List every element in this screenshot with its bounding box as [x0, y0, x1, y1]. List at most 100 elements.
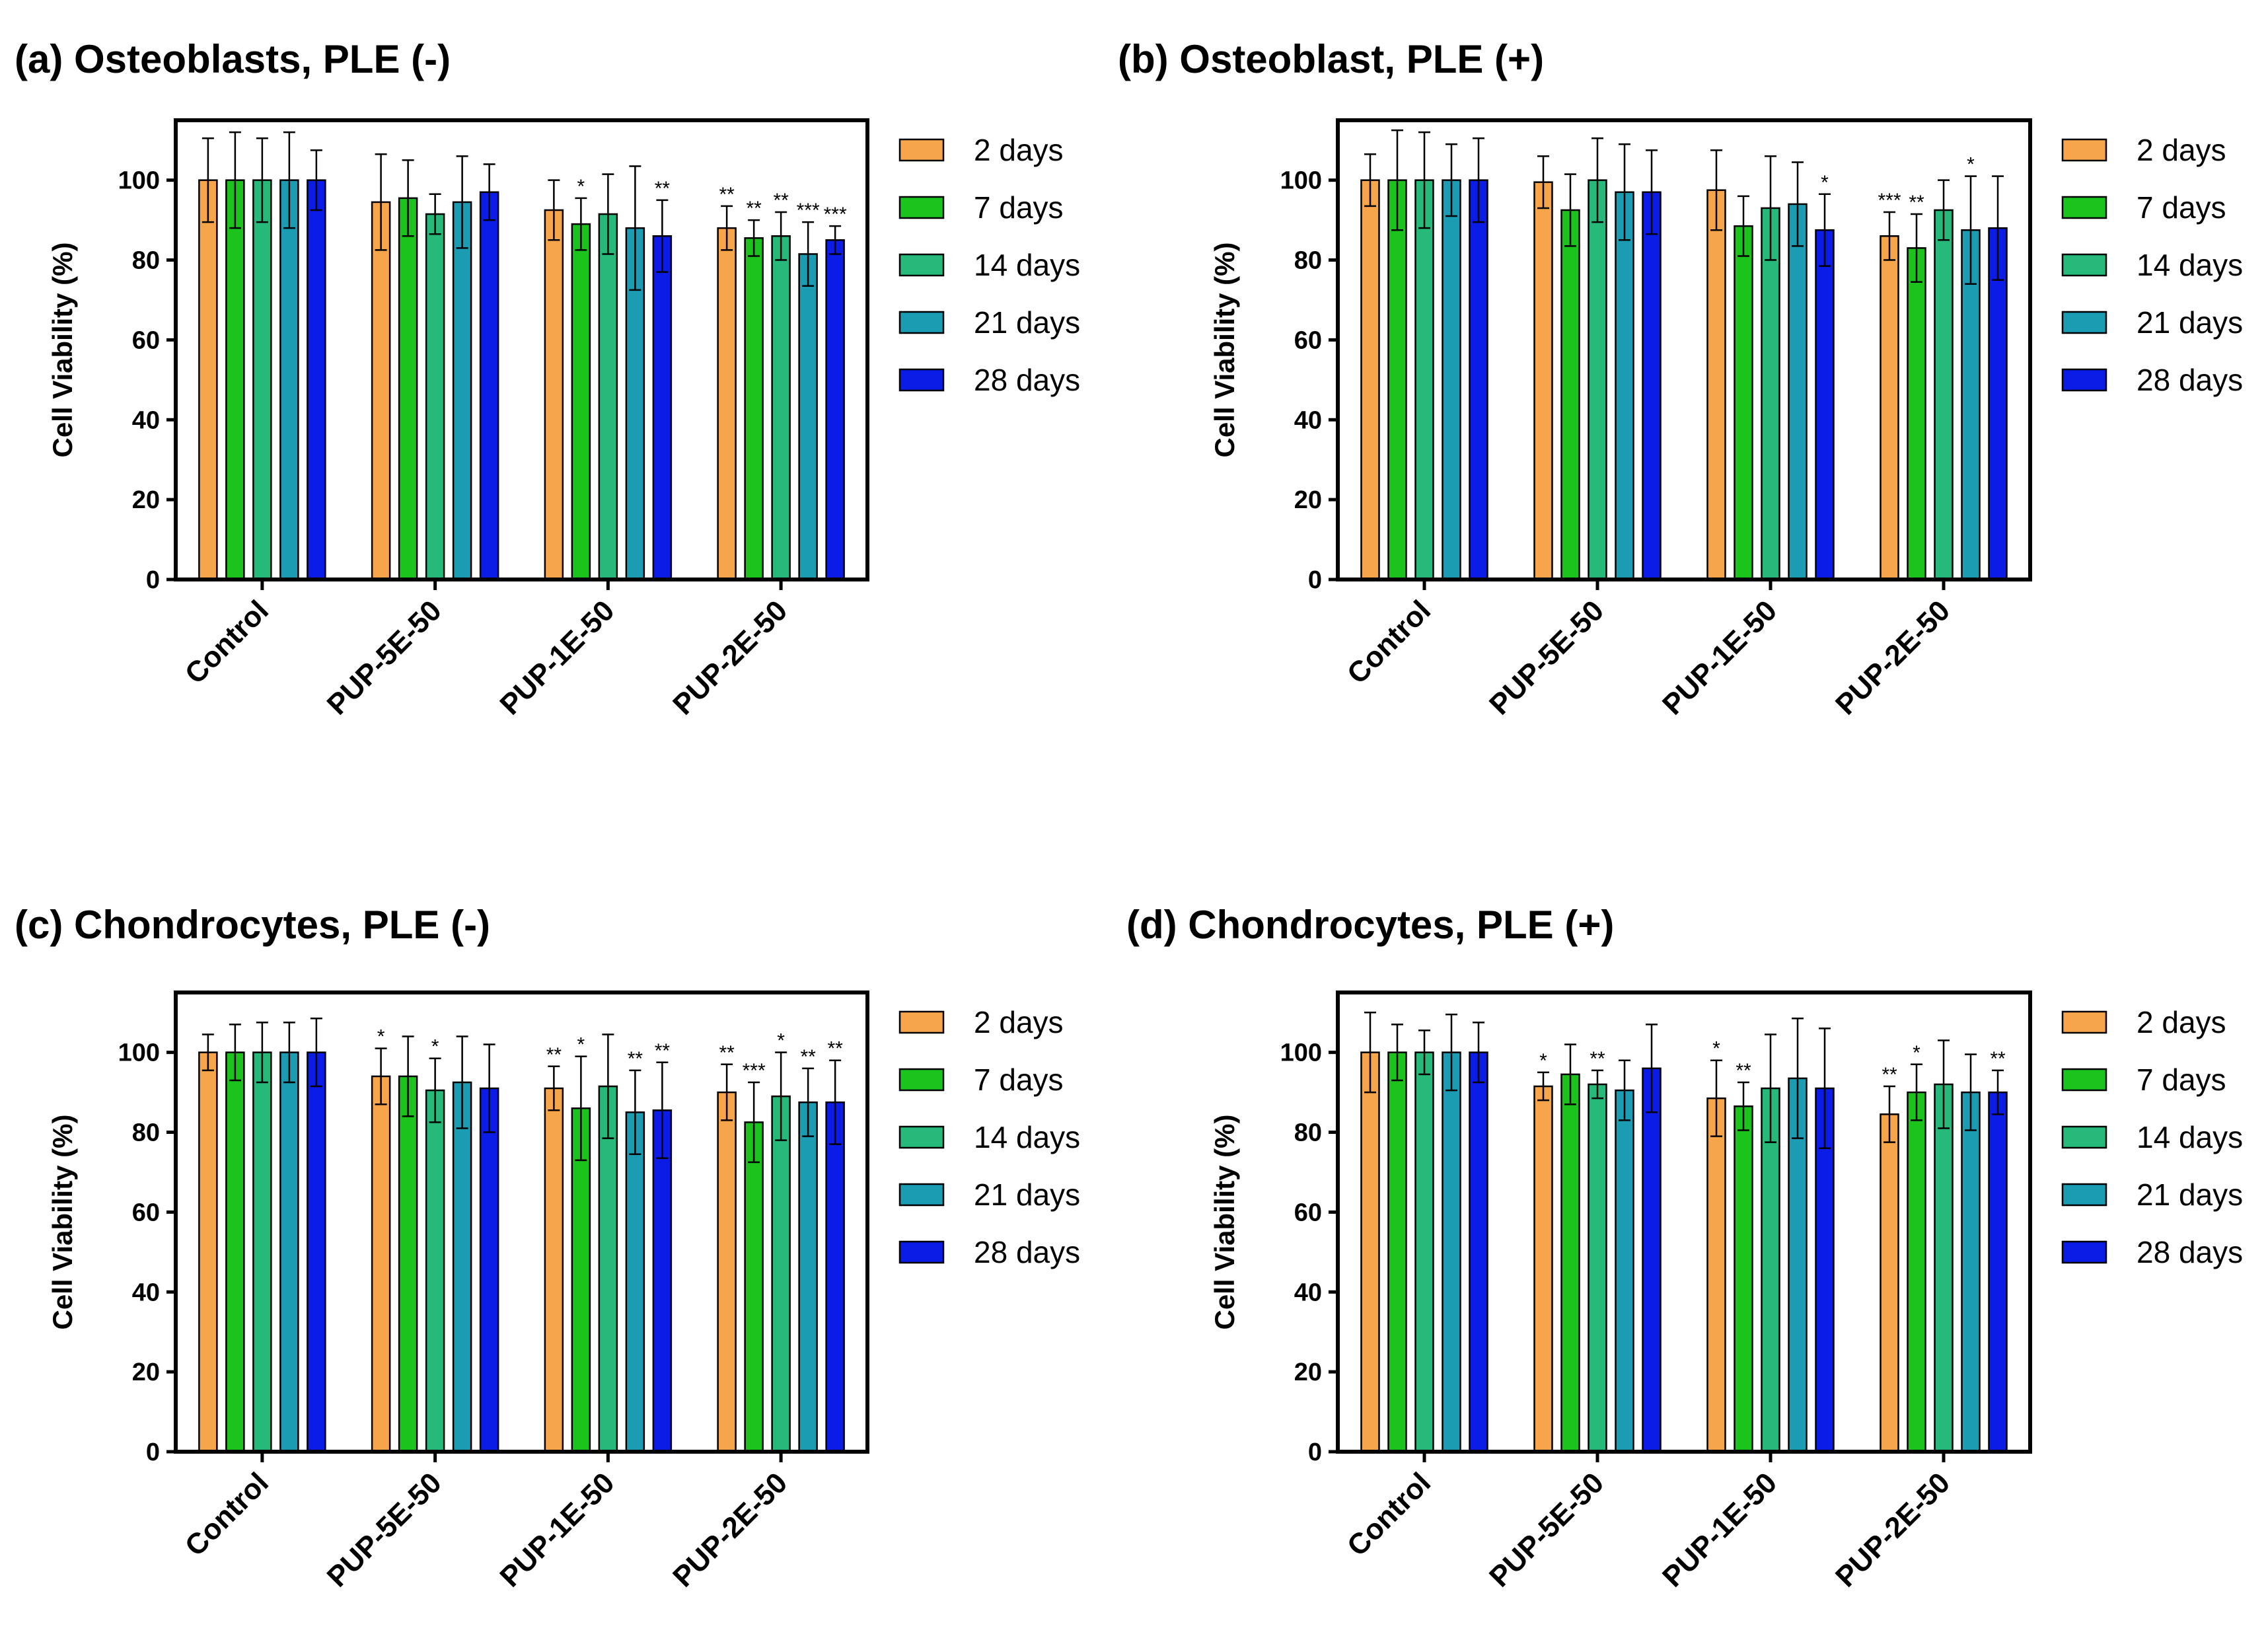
bar [1442, 1051, 1461, 1453]
y-tick-label: 100 [1280, 167, 1322, 195]
bar [652, 1109, 673, 1453]
legend-label: 14 days [2137, 1120, 2243, 1154]
legend-swatch [2061, 253, 2107, 277]
y-tick-label: 0 [1308, 566, 1322, 594]
category-label: Control [1341, 594, 1437, 690]
chart-panel-d: (d) Chondrocytes, PLE (+) Cell Viability … [1126, 903, 2243, 1593]
legend-label: 2 days [974, 133, 1064, 167]
significance-mark: ** [773, 190, 789, 211]
y-tick-label: 20 [1294, 1359, 1322, 1386]
bar [1615, 191, 1634, 581]
bar [1934, 1083, 1954, 1453]
legend-swatch [898, 1240, 945, 1264]
y-tick-label: 0 [146, 1438, 160, 1466]
legend-swatch [898, 196, 945, 219]
legend-label: 14 days [2137, 248, 2243, 282]
bar [452, 201, 472, 581]
legend-label: 21 days [2137, 305, 2243, 340]
significance-mark: ** [1990, 1048, 2006, 1070]
significance-mark: * [777, 1030, 785, 1052]
bar [1360, 179, 1380, 581]
bar [1642, 191, 1662, 581]
significance-mark: *** [743, 1060, 766, 1082]
legend-label: 14 days [974, 1120, 1080, 1154]
legend-label: 2 days [2137, 1005, 2226, 1039]
y-tick-label: 80 [132, 1119, 160, 1147]
bar [371, 1075, 391, 1453]
bar [1414, 1051, 1434, 1453]
plot-frame [174, 990, 869, 1454]
legend-swatch [2061, 1240, 2107, 1264]
y-tick-label: 60 [1294, 1199, 1322, 1226]
category-label: PUP-5E-50 [321, 594, 448, 721]
significance-mark: ** [719, 184, 735, 205]
bar [1469, 179, 1488, 581]
category-label: PUP-2E-50 [1829, 1466, 1956, 1593]
bar [1961, 229, 1981, 581]
legend-label: 7 days [974, 190, 1064, 225]
y-tick-label: 80 [1294, 1119, 1322, 1147]
bar [1533, 181, 1553, 581]
bar [1615, 1089, 1634, 1453]
legend-label: 7 days [974, 1063, 1064, 1097]
legend-swatch [2061, 368, 2107, 392]
y-axis-label: Cell Viability (%) [1209, 1115, 1240, 1330]
legend-label: 28 days [2137, 1235, 2243, 1269]
significance-mark: ** [827, 1038, 843, 1060]
y-tick-label: 100 [118, 167, 160, 195]
y-axis-label: Cell Viability (%) [47, 1115, 78, 1330]
bar [1761, 207, 1780, 581]
legend-swatch [2061, 311, 2107, 334]
y-axis-label: Cell Viability (%) [1209, 243, 1240, 458]
chart-title: (d) Chondrocytes, PLE (+) [1126, 903, 1614, 947]
legend-label: 2 days [2137, 133, 2226, 167]
bar [1414, 179, 1434, 581]
bar [307, 1051, 326, 1453]
bar [252, 1051, 272, 1453]
y-tick-label: 40 [132, 1279, 160, 1306]
significance-mark: ** [546, 1044, 562, 1066]
significance-mark: * [1539, 1050, 1547, 1072]
y-tick-label: 20 [132, 1359, 160, 1386]
bar [1588, 1083, 1607, 1453]
bar [425, 1089, 445, 1453]
legend-swatch [2061, 138, 2107, 162]
legend-label: 21 days [974, 1177, 1080, 1212]
bar [371, 201, 391, 581]
bar [1387, 179, 1407, 581]
significance-mark: ** [746, 198, 762, 219]
category-label: PUP-5E-50 [1483, 1466, 1610, 1593]
bar [771, 235, 791, 581]
legend-label: 28 days [974, 1235, 1080, 1269]
legend-label: 7 days [2137, 1063, 2226, 1097]
y-tick-label: 60 [132, 326, 160, 354]
significance-mark: ** [1882, 1064, 1897, 1086]
legend-swatch [2061, 1010, 2107, 1034]
chart-title: (c) Chondrocytes, PLE (-) [15, 903, 490, 947]
bar [1442, 179, 1461, 581]
bar [1907, 247, 1926, 581]
bar [1880, 235, 1899, 581]
legend-swatch [898, 138, 945, 162]
significance-mark: ** [719, 1042, 735, 1064]
bar [1734, 225, 1753, 581]
legend-swatch [898, 1068, 945, 1092]
significance-mark: * [577, 176, 585, 198]
bar [1815, 229, 1835, 581]
y-tick-label: 60 [132, 1199, 160, 1226]
y-tick-label: 40 [1294, 1279, 1322, 1306]
bar [279, 1051, 299, 1453]
significance-mark: ** [628, 1048, 643, 1070]
y-tick-label: 20 [132, 486, 160, 514]
bar [544, 1087, 564, 1453]
category-label: PUP-2E-50 [667, 594, 793, 721]
significance-mark: ** [655, 1040, 671, 1062]
bar [252, 179, 272, 581]
bar [1880, 1113, 1899, 1453]
category-label: PUP-5E-50 [321, 1466, 448, 1593]
bar [544, 209, 564, 581]
category-label: PUP-2E-50 [667, 1466, 793, 1593]
bar [1961, 1091, 1981, 1453]
bar [571, 223, 591, 581]
